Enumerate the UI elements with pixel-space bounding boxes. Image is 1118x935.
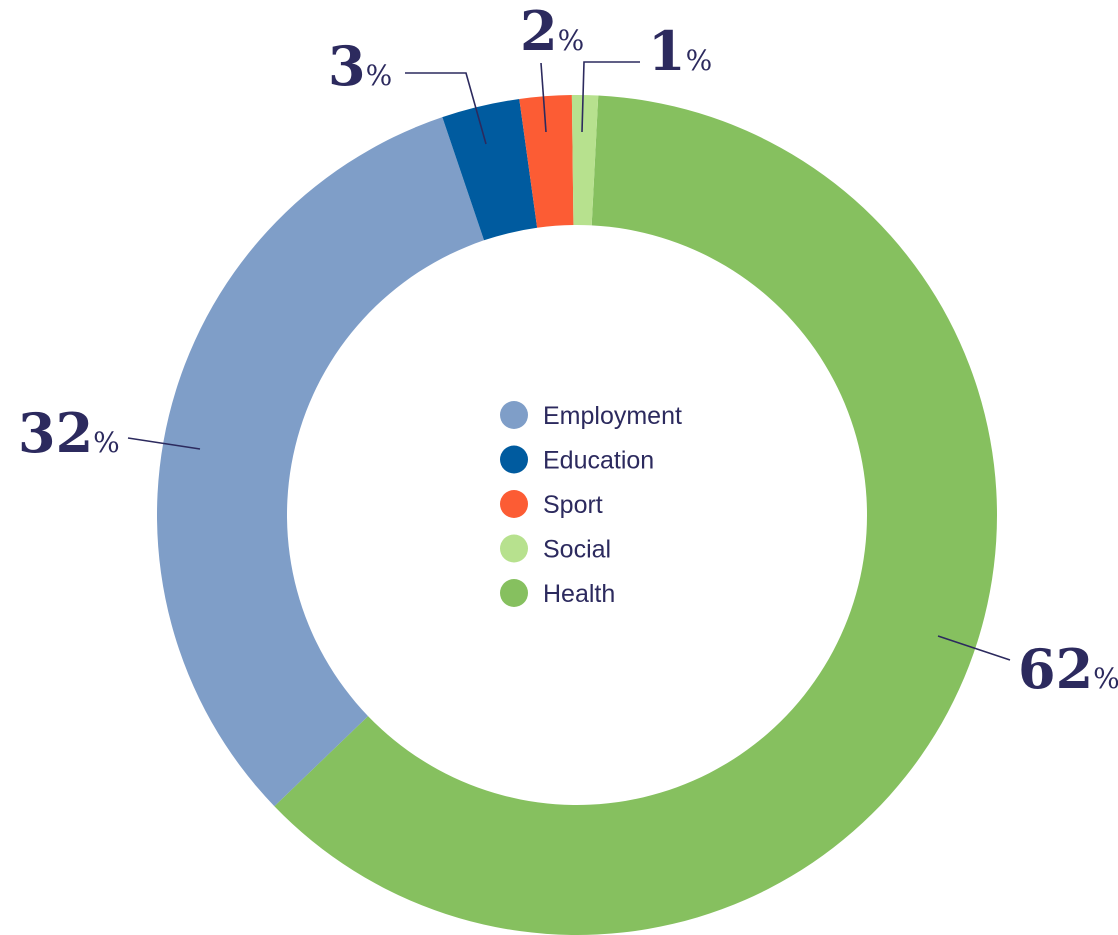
legend-swatch-education xyxy=(500,445,528,474)
data-labels: 62% 32% 3% 2% 1% xyxy=(18,0,1118,701)
slice-social xyxy=(571,95,599,226)
legend-item-health: Health xyxy=(500,579,615,608)
legend-label-education: Education xyxy=(543,447,654,475)
legend-swatch-health xyxy=(500,579,528,607)
legend-item-employment: Employment xyxy=(500,401,682,430)
legend-swatch-sport xyxy=(500,490,528,518)
data-label-education: 3% xyxy=(328,34,392,98)
leader-line-health xyxy=(937,635,1011,661)
legend-item-sport: Sport xyxy=(500,490,603,519)
data-label-sport: 2% xyxy=(520,0,584,63)
legend-swatch-employment xyxy=(500,401,528,429)
data-label-health: 62% xyxy=(1018,637,1118,701)
leader-line-social xyxy=(581,61,640,133)
legend-swatch-social xyxy=(500,534,528,563)
slice-education xyxy=(442,98,538,241)
data-label-employment: 32% xyxy=(18,401,120,465)
legend-label-employment: Employment xyxy=(543,402,682,430)
leader-line-education xyxy=(405,72,487,145)
leader-lines xyxy=(127,61,1011,661)
slice-employment xyxy=(156,117,485,807)
legend-label-sport: Sport xyxy=(543,491,603,519)
legend-label-health: Health xyxy=(543,580,615,608)
data-label-social: 1% xyxy=(648,19,712,83)
donut-slices xyxy=(156,95,997,935)
legend-item-education: Education xyxy=(500,445,654,475)
legend-item-social: Social xyxy=(500,534,611,564)
leader-line-employment xyxy=(127,437,201,450)
leader-line-sport xyxy=(540,62,547,133)
legend-label-social: Social xyxy=(543,536,611,564)
legend: Employment Education Sport Social Health xyxy=(500,401,682,608)
slice-sport xyxy=(519,95,574,228)
slice-health xyxy=(274,95,997,935)
